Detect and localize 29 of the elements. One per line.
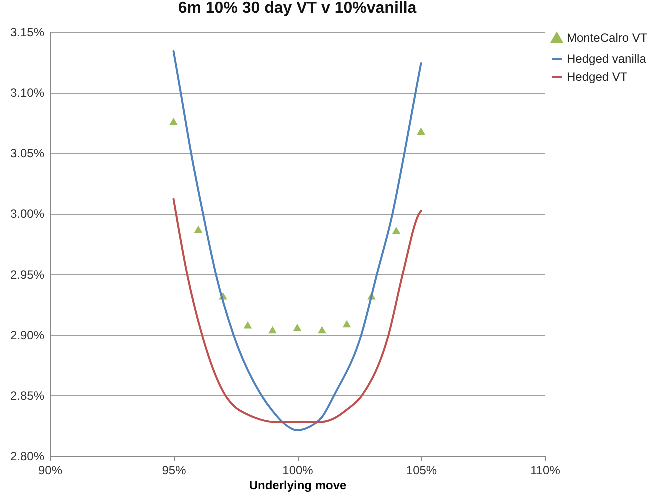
y-tick-label: 2.85%	[10, 388, 45, 403]
x-axis-title: Underlying move	[249, 478, 347, 492]
point	[244, 322, 252, 329]
y-tick-label: 2.95%	[10, 268, 45, 282]
y-tick-label: 2.80%	[10, 450, 45, 464]
y-tick-label: 2.90%	[10, 328, 45, 342]
point	[268, 326, 277, 334]
x-tick-label: 90%	[38, 464, 63, 478]
point	[392, 227, 401, 234]
point	[194, 226, 203, 234]
y-tick-label: 3.00%	[10, 207, 45, 222]
x-tick-label: 95%	[162, 464, 187, 478]
y-tick-label: 3.05%	[10, 146, 45, 161]
x-tick-label: 110%	[530, 464, 561, 478]
line-series	[172, 198, 422, 424]
y-tick-label: 3.10%	[10, 86, 45, 100]
legend-label: Hedged VT	[567, 70, 628, 84]
y-tick-label: 3.15%	[10, 26, 45, 40]
x-tick-label: 100%	[282, 464, 314, 478]
x-tick-label: 105%	[406, 464, 438, 478]
point	[318, 326, 326, 334]
point	[342, 320, 352, 328]
legend-label: MonteCalro VT	[567, 31, 648, 45]
legend-label: Hedged vanilla	[567, 52, 647, 66]
point	[417, 128, 426, 135]
point	[170, 118, 178, 126]
point	[293, 324, 302, 332]
line-series	[172, 50, 422, 432]
chart-title: 6m 10% 30 day VT v 10%vanilla	[178, 0, 417, 17]
